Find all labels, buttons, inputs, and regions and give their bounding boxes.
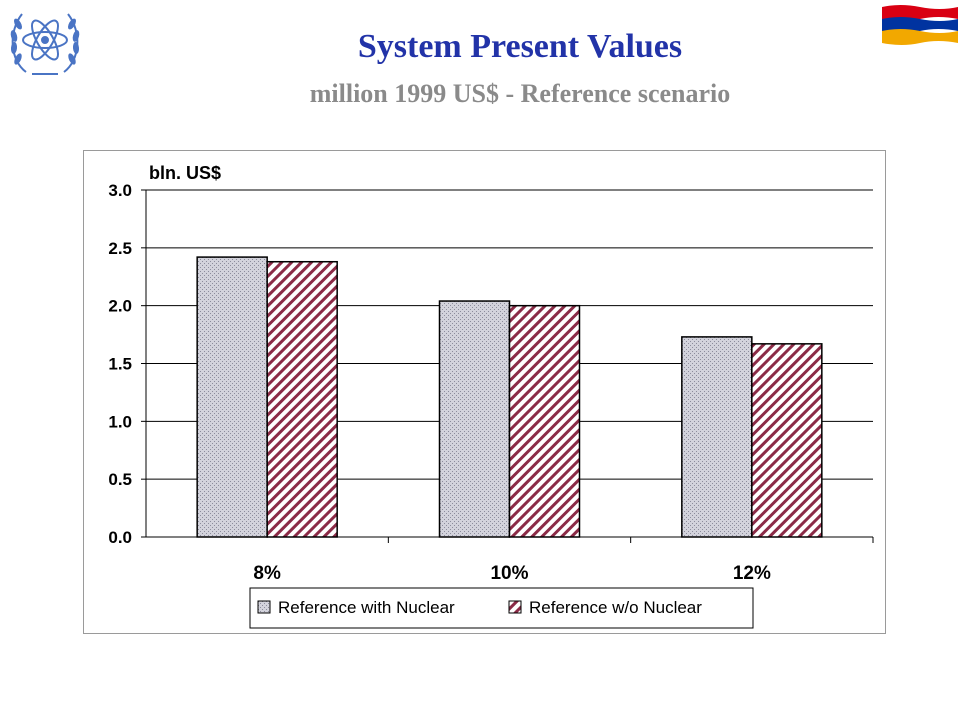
bar-chart: bln. US$ 0.00.51.01.52.02.53.0 8% 10% 12% … — [108, 163, 874, 629]
bar-2-8% — [266, 260, 338, 538]
bar-2-10% — [508, 304, 581, 538]
bar-1-12% — [681, 336, 753, 538]
chart-frame: bln. US$ 0.0 0.5 1.0 1.5 2.0 2.5 3.0 8% 10% 12% … — [83, 150, 886, 634]
y-tick-label: 0.5 — [108, 470, 132, 489]
legend-label: Reference w/o Nuclear — [529, 598, 702, 617]
page-subtitle: million 1999 US$ - Reference scenario — [309, 79, 731, 108]
y-tick-label: 0.0 — [108, 528, 132, 547]
y-axis-label: bln. US$ — [149, 163, 221, 183]
y-tick-label: 1.5 — [108, 355, 132, 374]
y-tick-label: 2.0 — [108, 297, 132, 316]
un-emblem-icon — [10, 13, 80, 75]
x-tick-label: 12% — [733, 563, 771, 584]
x-tick-label: 10% — [490, 563, 528, 584]
x-tick-label: 8% — [253, 563, 281, 584]
legend-swatch — [257, 600, 271, 614]
y-tick-label: 2.5 — [108, 239, 132, 258]
bar-2-12% — [751, 343, 823, 538]
y-tick-label: 1.0 — [108, 412, 132, 431]
bar-1-8% — [196, 256, 268, 538]
page-title: System Present Values — [357, 28, 683, 65]
legend-swatch — [508, 600, 522, 614]
legend-label: Reference with Nuclear — [278, 598, 455, 617]
bar-1-10% — [438, 300, 511, 538]
legend-box — [249, 587, 754, 629]
armenia-flag-icon — [882, 5, 958, 45]
y-tick-label: 3.0 — [108, 181, 132, 200]
